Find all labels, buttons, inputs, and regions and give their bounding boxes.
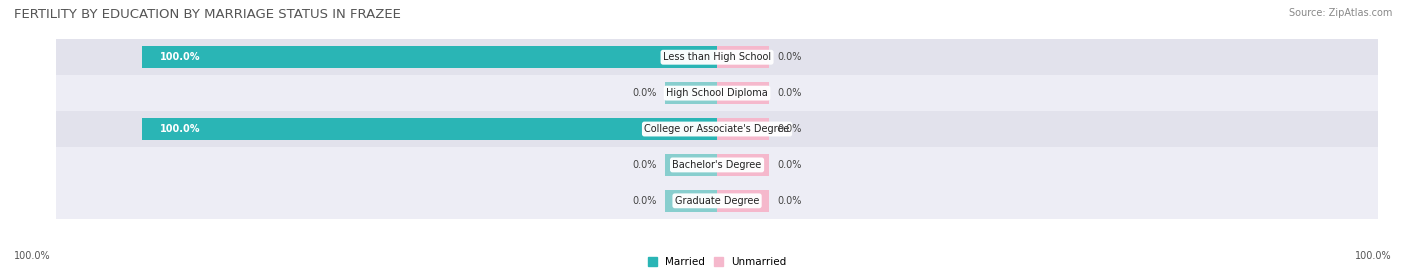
Bar (665, 154, 717, 176)
Text: FERTILITY BY EDUCATION BY MARRIAGE STATUS IN FRAZEE: FERTILITY BY EDUCATION BY MARRIAGE STATU… (14, 8, 401, 21)
Bar (142, 118, 717, 140)
Bar (717, 82, 769, 104)
Text: 100.0%: 100.0% (160, 52, 200, 62)
Text: 0.0%: 0.0% (633, 196, 657, 206)
Text: 100.0%: 100.0% (14, 251, 51, 261)
Text: College or Associate's Degree: College or Associate's Degree (644, 124, 790, 134)
Text: 0.0%: 0.0% (778, 196, 801, 206)
Bar (56, 39, 1378, 75)
Bar (665, 82, 717, 104)
Bar (665, 190, 717, 212)
Text: Less than High School: Less than High School (664, 52, 770, 62)
Text: 0.0%: 0.0% (778, 52, 801, 62)
Text: 0.0%: 0.0% (633, 88, 657, 98)
Text: 0.0%: 0.0% (778, 124, 801, 134)
Bar (717, 154, 769, 176)
Legend: Married, Unmarried: Married, Unmarried (648, 257, 786, 267)
Text: Graduate Degree: Graduate Degree (675, 196, 759, 206)
Bar (717, 190, 769, 212)
Text: 100.0%: 100.0% (160, 124, 200, 134)
Text: 100.0%: 100.0% (1355, 251, 1392, 261)
Text: 0.0%: 0.0% (778, 88, 801, 98)
Text: 0.0%: 0.0% (778, 160, 801, 170)
Bar (142, 46, 717, 68)
Text: 0.0%: 0.0% (633, 160, 657, 170)
Bar (56, 111, 1378, 147)
Text: Bachelor's Degree: Bachelor's Degree (672, 160, 762, 170)
Text: High School Diploma: High School Diploma (666, 88, 768, 98)
Bar (56, 147, 1378, 183)
Text: Source: ZipAtlas.com: Source: ZipAtlas.com (1288, 8, 1392, 18)
Bar (717, 118, 769, 140)
Bar (56, 183, 1378, 219)
Bar (717, 46, 769, 68)
Bar (56, 75, 1378, 111)
